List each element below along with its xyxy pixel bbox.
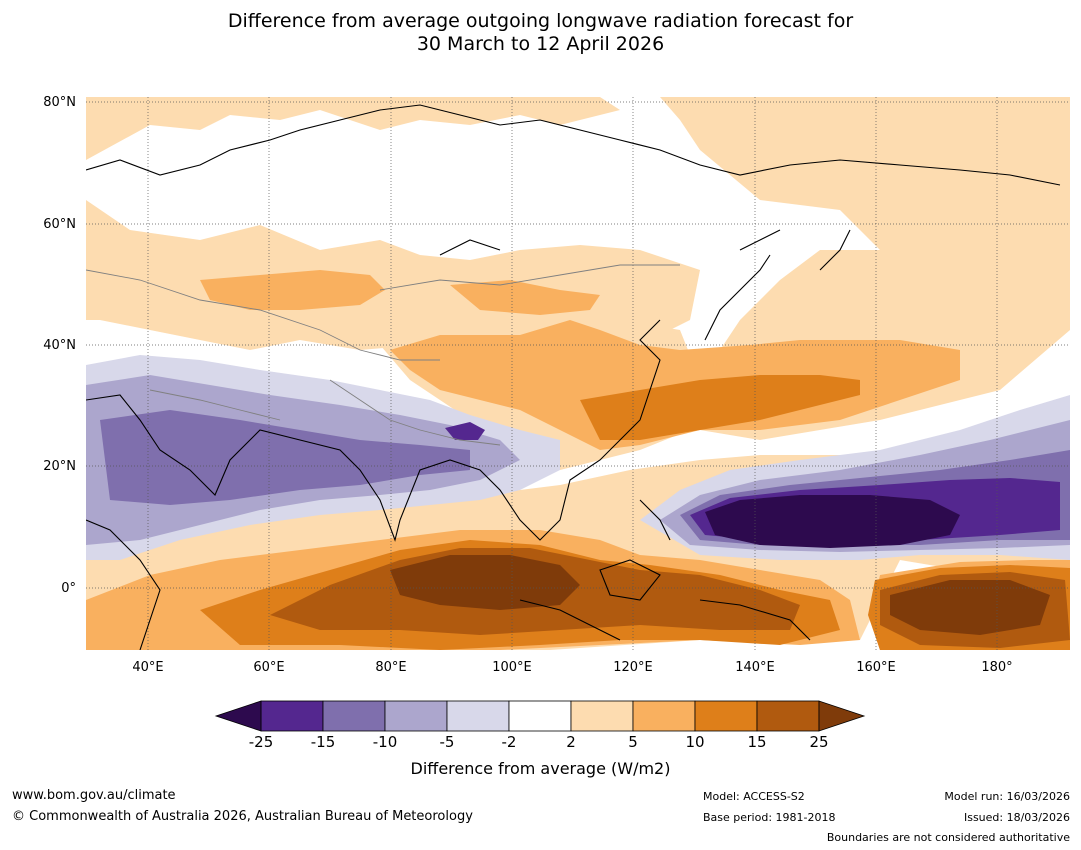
colorbar-extend-high xyxy=(818,700,866,732)
lon-label-40e: 40°E xyxy=(132,660,164,675)
base-period-text: Base period: 1981-2018 xyxy=(703,811,836,824)
lat-label-80n: 80°N xyxy=(43,95,76,110)
map-plot-area xyxy=(86,97,1070,650)
lat-label-20n: 20°N xyxy=(43,459,76,474)
colorbar-segment-m2_2 xyxy=(508,700,572,732)
copyright-text: © Commonwealth of Australia 2026, Austra… xyxy=(12,809,473,824)
anomaly-gt25-bay-of-bengal xyxy=(390,555,580,610)
lon-label-120e: 120°E xyxy=(613,660,653,675)
lon-label-160e: 160°E xyxy=(856,660,896,675)
positive-anomaly-central-asia xyxy=(86,200,700,365)
colorbar-tick: 15 xyxy=(747,733,767,751)
colorbar-segment-p15_25 xyxy=(756,700,820,732)
model-run-text: Model run: 16/03/2026 xyxy=(944,790,1070,803)
colorbar-title: Difference from average (W/m2) xyxy=(410,759,671,778)
website-link[interactable]: www.bom.gov.au/climate xyxy=(12,788,176,803)
colorbar-segment-p5_10 xyxy=(632,700,696,732)
colorbar-segment-m10_m5 xyxy=(384,700,448,732)
negative-anomaly-lt-m25-pacific xyxy=(705,495,960,548)
lat-label-0: 0° xyxy=(61,581,76,596)
colorbar-segment-p10_15 xyxy=(694,700,758,732)
negative-anomaly-m15-m25-tibet xyxy=(445,422,485,440)
lon-label-80e: 80°E xyxy=(375,660,407,675)
colorbar-segment-p2_5 xyxy=(570,700,634,732)
title-line-1: Difference from average outgoing longwav… xyxy=(227,10,854,32)
lon-label-140e: 140°E xyxy=(735,660,775,675)
colorbar xyxy=(214,700,866,732)
anomaly-gt25-pacific xyxy=(890,580,1050,635)
colorbar-tick: -15 xyxy=(310,733,336,751)
colorbar-tick: 2 xyxy=(566,733,576,751)
anomaly-5-10-mongolia xyxy=(450,280,600,315)
anomaly-5-10-central-asia xyxy=(200,270,385,310)
colorbar-segment-m25_m15 xyxy=(260,700,324,732)
colorbar-tick: 10 xyxy=(685,733,705,751)
colorbar-tick: 25 xyxy=(809,733,829,751)
disclaimer-text: Boundaries are not considered authoritat… xyxy=(826,831,1070,844)
lat-label-60n: 60°N xyxy=(43,217,76,232)
colorbar-tick: 5 xyxy=(628,733,638,751)
model-text: Model: ACCESS-S2 xyxy=(703,790,805,803)
issued-text: Issued: 18/03/2026 xyxy=(963,811,1070,824)
negative-anomaly-m10-m15 xyxy=(100,410,470,505)
lon-label-60e: 60°E xyxy=(253,660,285,675)
lon-label-100e: 100°E xyxy=(492,660,532,675)
colorbar-extend-low xyxy=(214,700,262,732)
colorbar-segment-m5_m2 xyxy=(446,700,510,732)
colorbar-tick: -2 xyxy=(501,733,517,751)
colorbar-tick: -10 xyxy=(372,733,398,751)
lat-label-40n: 40°N xyxy=(43,338,76,353)
positive-anomaly-north-region xyxy=(86,97,620,160)
colorbar-tick: -5 xyxy=(439,733,455,751)
colorbar-segment-m15_m10 xyxy=(322,700,386,732)
coastlines xyxy=(86,104,1061,650)
title-line-2: 30 March to 12 April 2026 xyxy=(416,33,665,55)
country-borders xyxy=(86,264,680,446)
lon-label-180: 180° xyxy=(981,660,1013,675)
colorbar-tick: -25 xyxy=(248,733,274,751)
map-gridlines xyxy=(86,97,1070,650)
